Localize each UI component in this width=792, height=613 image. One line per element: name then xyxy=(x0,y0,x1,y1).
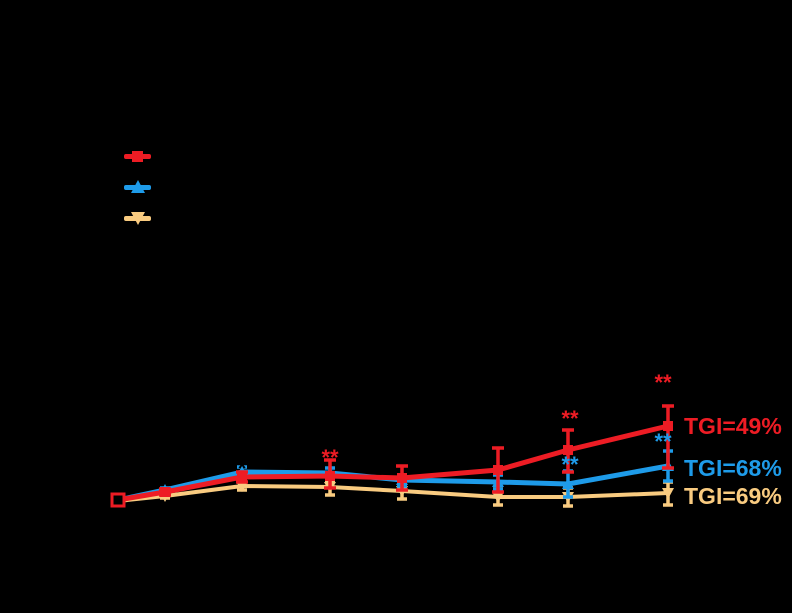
data-point-marker xyxy=(325,471,335,481)
legend-item-3 xyxy=(124,208,284,228)
series-tgi-49 xyxy=(110,404,674,508)
data-point-marker xyxy=(493,465,503,475)
data-point-marker xyxy=(110,492,126,508)
significance-marks: ** xyxy=(321,445,339,470)
data-point-marker xyxy=(663,421,673,431)
data-point-marker xyxy=(662,488,674,499)
tgi-label: TGI=69% xyxy=(684,483,782,509)
tgi-label: TGI=49% xyxy=(684,413,782,439)
data-point-marker xyxy=(563,445,573,455)
significance-marks: * xyxy=(238,456,247,481)
legend-item-2 xyxy=(124,177,284,197)
data-point-marker xyxy=(237,472,247,482)
data-point-marker xyxy=(397,473,407,483)
data-point-marker xyxy=(562,478,574,489)
significance-marks: ** xyxy=(654,429,672,454)
significance-marks: ** xyxy=(561,406,579,431)
square-marker-icon xyxy=(132,150,143,162)
series-line xyxy=(115,423,671,503)
significance-marks: ** xyxy=(561,452,579,477)
significance-marks: ** xyxy=(654,370,672,395)
triangle-up-marker-icon xyxy=(131,180,145,193)
series-line xyxy=(116,484,670,503)
data-point-marker xyxy=(492,492,504,503)
data-point-marker xyxy=(160,487,170,497)
triangle-down-marker-icon xyxy=(131,212,145,225)
legend-item-1 xyxy=(124,146,284,166)
tgi-label: TGI=68% xyxy=(684,455,782,481)
